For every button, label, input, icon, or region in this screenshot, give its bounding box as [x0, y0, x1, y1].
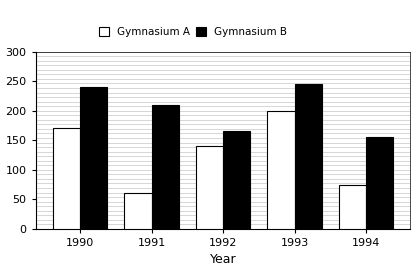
Bar [295, 84, 322, 229]
Bar [267, 111, 295, 229]
Bar [366, 137, 394, 229]
Bar [151, 105, 179, 229]
Legend: Gymnasium A, Gymnasium B: Gymnasium A, Gymnasium B [97, 25, 290, 39]
Bar [223, 131, 250, 229]
Bar [196, 146, 223, 229]
X-axis label: Year: Year [210, 254, 236, 267]
Bar [339, 185, 366, 229]
Bar [124, 193, 151, 229]
Bar [80, 87, 107, 229]
Bar [53, 128, 80, 229]
